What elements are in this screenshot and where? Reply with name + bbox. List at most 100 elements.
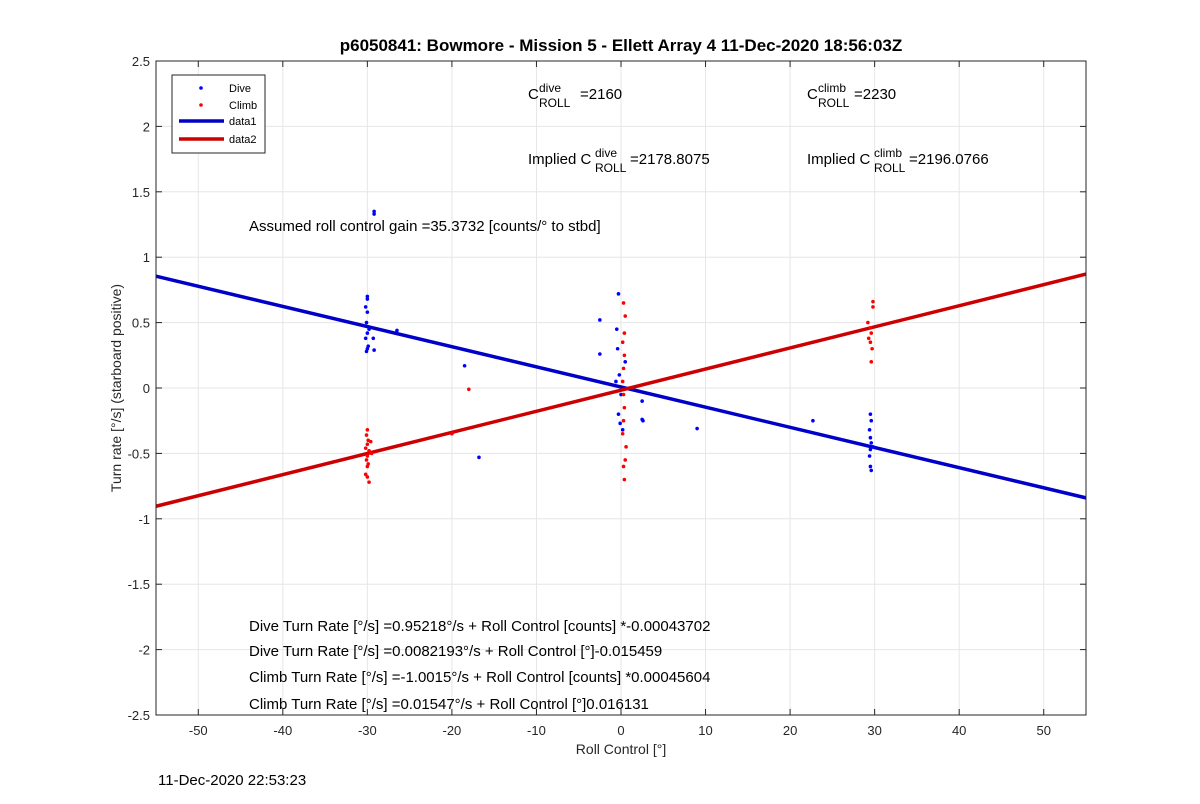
series-line-data2 xyxy=(155,272,1087,508)
data-point-climb xyxy=(367,448,371,453)
data-point-climb xyxy=(622,353,627,358)
data-point-dive xyxy=(868,435,873,440)
x-tick-label: 40 xyxy=(952,723,966,738)
x-tick-label: -10 xyxy=(527,723,546,738)
data-point-climb xyxy=(869,331,874,335)
data-point-dive xyxy=(869,468,874,473)
x-tick-label: 50 xyxy=(1036,723,1050,738)
data-point-dive xyxy=(372,209,376,214)
data-point-dive xyxy=(869,441,874,445)
data-point-climb xyxy=(365,464,370,469)
data-point-climb xyxy=(365,475,370,479)
data-point-dive xyxy=(869,418,874,423)
data-point-climb xyxy=(363,446,368,450)
implied-c-roll-dive-annotation: Implied C dive ROLL =2178.8075 xyxy=(528,146,710,175)
y-tick-label: -2.5 xyxy=(128,708,150,723)
y-tick-label: -2 xyxy=(138,643,150,658)
y-tick-label: 1.5 xyxy=(132,185,150,200)
data-point-climb xyxy=(368,439,373,444)
data-point-dive xyxy=(617,373,622,377)
svg-text:C: C xyxy=(807,86,818,103)
data-point-dive xyxy=(614,379,618,384)
svg-text:ROLL: ROLL xyxy=(874,161,906,175)
legend-label-data2: data2 xyxy=(229,134,257,146)
data-point-dive xyxy=(615,346,620,351)
data-point-dive xyxy=(640,399,644,403)
fit-equation-climb-counts: Climb Turn Rate [°/s] =-1.0015°/s + Roll… xyxy=(249,669,710,686)
ticks: -50 -40 -30 -20 -10 0 10 20 30 40 50-2.5-2-1.5-1-0… xyxy=(128,54,1086,738)
y-tick-label: -1 xyxy=(138,512,150,527)
data-point-climb xyxy=(620,379,625,384)
x-tick-label: -40 xyxy=(273,723,292,738)
data-point-climb xyxy=(365,454,370,458)
data-point-climb xyxy=(620,431,625,436)
data-point-dive xyxy=(868,464,873,469)
data-point-dive xyxy=(367,327,371,331)
data-point-climb xyxy=(450,431,454,436)
svg-text:dive: dive xyxy=(539,81,561,95)
data-point-climb xyxy=(871,305,875,309)
x-tick-label: 20 xyxy=(783,723,797,738)
data-point-dive xyxy=(364,320,369,325)
x-tick-label: 10 xyxy=(698,723,712,738)
legend-marker-climb xyxy=(199,103,203,107)
y-tick-label: -1.5 xyxy=(128,577,150,592)
implied-c-roll-climb-annotation: Implied C climb ROLL =2196.0766 xyxy=(807,146,989,175)
data-point-dive xyxy=(395,328,399,333)
data-point-dive xyxy=(695,426,699,431)
data-point-climb xyxy=(365,442,370,447)
data-point-climb xyxy=(870,346,874,351)
data-point-dive xyxy=(598,352,602,356)
y-tick-label: -0.5 xyxy=(128,446,150,461)
data-point-dive xyxy=(365,331,370,335)
data-point-dive xyxy=(616,412,621,416)
data-point-climb xyxy=(869,360,874,364)
data-point-dive xyxy=(365,294,370,299)
svg-text:ROLL: ROLL xyxy=(539,96,571,110)
data-point-climb xyxy=(367,480,371,484)
fit-lines xyxy=(155,272,1087,508)
data-point-climb xyxy=(620,340,625,345)
data-point-dive xyxy=(477,455,481,460)
data-point-climb xyxy=(624,445,628,449)
legend-marker-dive xyxy=(199,86,203,90)
data-point-climb xyxy=(622,405,627,410)
data-point-dive xyxy=(623,360,628,364)
data-point-climb xyxy=(621,418,626,423)
data-point-dive xyxy=(871,445,875,449)
y-tick-label: 1 xyxy=(143,250,150,265)
x-tick-label: -20 xyxy=(443,723,462,738)
svg-text:ROLL: ROLL xyxy=(595,161,627,175)
legend-label-climb: Climb xyxy=(229,100,257,112)
x-axis-label: Roll Control [°] xyxy=(576,741,666,757)
data-point-dive xyxy=(868,447,873,452)
data-points xyxy=(363,209,875,484)
svg-text:climb: climb xyxy=(874,146,902,160)
legend-label-dive: Dive xyxy=(229,83,251,95)
svg-text:=2230: =2230 xyxy=(854,86,896,103)
data-point-climb xyxy=(369,451,374,456)
data-point-dive xyxy=(867,454,872,458)
data-point-climb xyxy=(363,472,368,477)
data-point-dive xyxy=(868,412,873,416)
c-roll-dive-annotation: C dive ROLL =2160 xyxy=(528,81,622,110)
c-roll-climb-annotation: C climb ROLL =2230 xyxy=(807,81,896,110)
legend: Dive Climb data1 data2 xyxy=(171,74,266,154)
data-point-dive xyxy=(614,327,619,331)
svg-text:C: C xyxy=(528,86,539,103)
data-point-dive xyxy=(371,336,376,341)
data-point-dive xyxy=(616,292,621,296)
x-tick-label: -30 xyxy=(358,723,377,738)
data-point-climb xyxy=(866,320,870,325)
data-point-climb xyxy=(621,301,626,305)
data-point-dive xyxy=(619,392,623,397)
data-point-dive xyxy=(641,418,645,423)
svg-text:Implied C: Implied C xyxy=(528,151,592,168)
data-point-dive xyxy=(365,297,370,301)
fit-equation-dive-counts: Dive Turn Rate [°/s] =0.95218°/s + Roll … xyxy=(249,618,710,635)
y-tick-label: 0 xyxy=(143,381,150,396)
data-point-dive xyxy=(363,336,368,341)
svg-text:dive: dive xyxy=(595,146,617,160)
svg-text:Implied C: Implied C xyxy=(807,151,871,168)
